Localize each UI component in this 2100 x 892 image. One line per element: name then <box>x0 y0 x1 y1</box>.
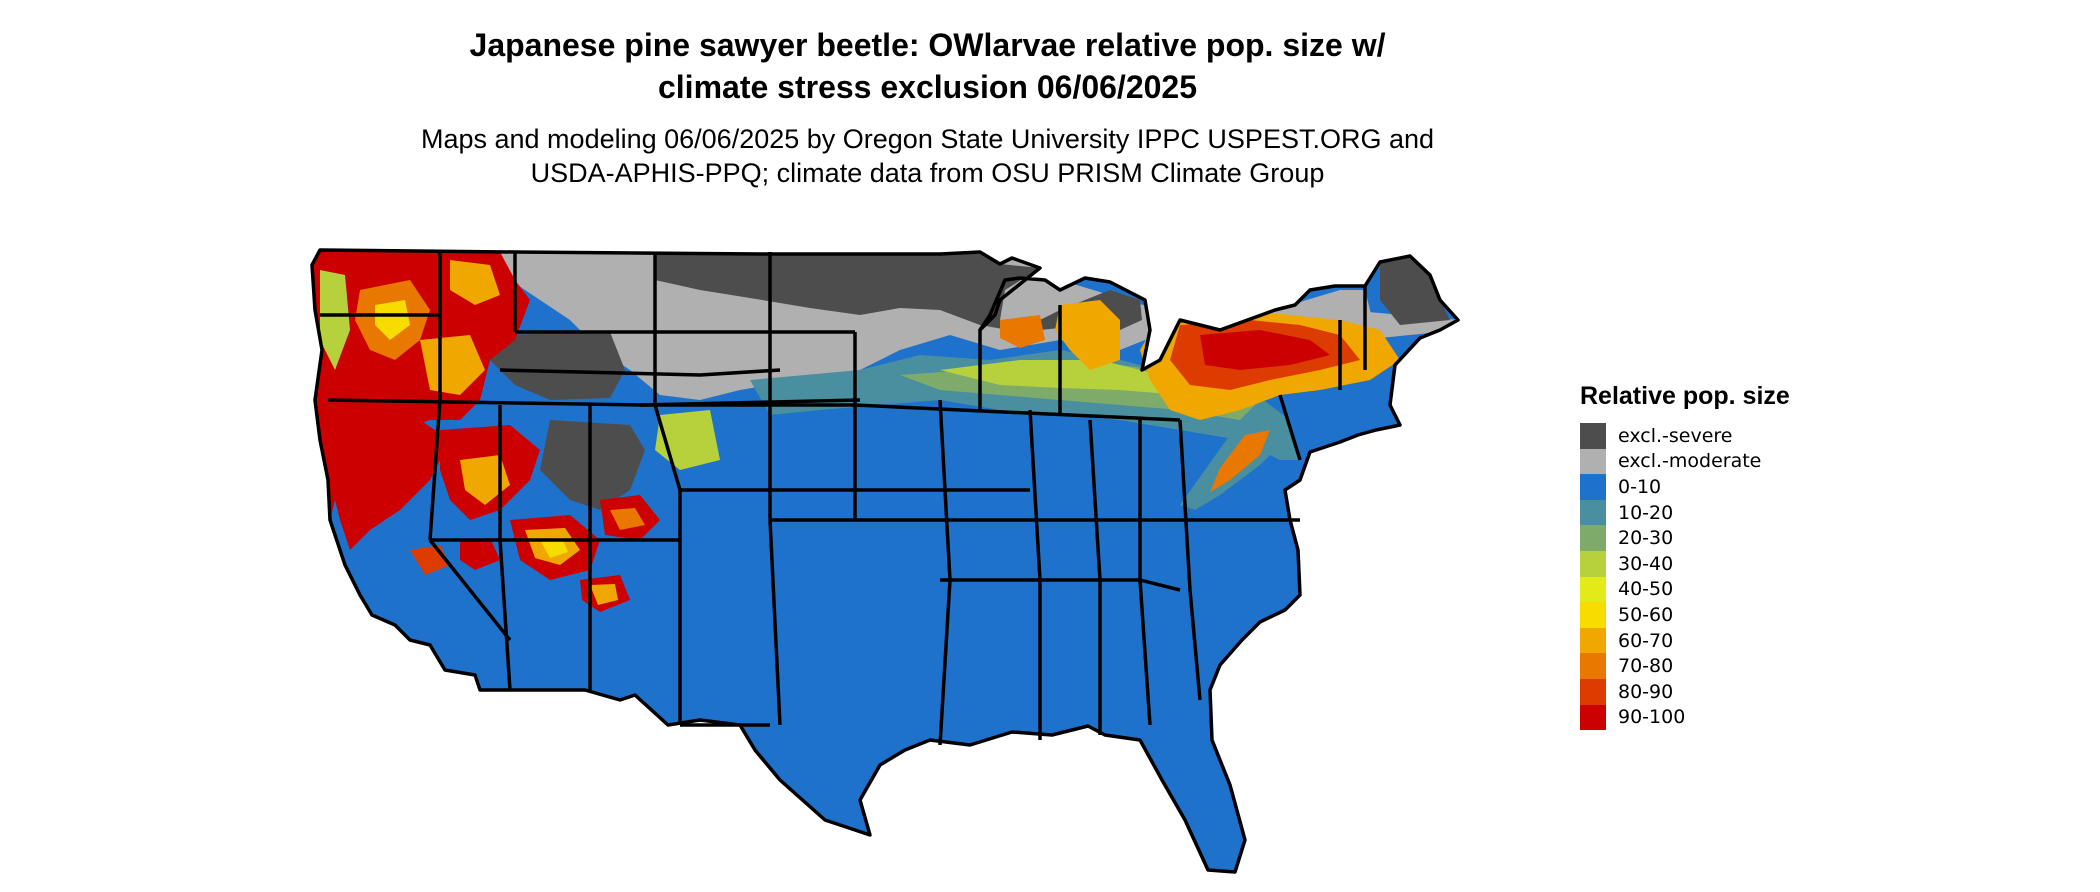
legend-swatch <box>1580 448 1606 475</box>
legend-items: excl.-severe excl.-moderate 0-10 10-20 20-30… <box>1580 423 1790 731</box>
legend-title: Relative pop. size <box>1580 382 1790 410</box>
legend-swatch <box>1580 678 1606 705</box>
legend-label: 80-90 <box>1618 680 1674 703</box>
legend: Relative pop. size excl.-severe excl.-mod… <box>1580 382 1790 731</box>
legend-swatch <box>1580 627 1606 654</box>
title-line-2: climate stress exclusion 06/06/2025 <box>657 69 1197 105</box>
legend-label: 20-30 <box>1618 527 1674 550</box>
legend-item: 50-60 <box>1580 602 1790 628</box>
legend-swatch <box>1580 653 1606 679</box>
legend-label: 90-100 <box>1618 706 1686 729</box>
legend-label: 30-40 <box>1618 552 1674 575</box>
legend-item: 40-50 <box>1580 576 1790 603</box>
legend-label: 40-50 <box>1618 578 1674 601</box>
legend-item: 20-30 <box>1580 525 1790 551</box>
legend-item: excl.-moderate <box>1580 448 1790 475</box>
legend-label: 0-10 <box>1618 475 1662 498</box>
legend-label: 60-70 <box>1618 629 1674 652</box>
legend-item: 70-80 <box>1580 653 1790 679</box>
map-subtitle: Maps and modeling 06/06/2025 by Oregon S… <box>0 122 1855 190</box>
title-line-1: Japanese pine sawyer beetle: OWlarvae re… <box>469 27 1386 63</box>
legend-item: excl.-severe <box>1580 423 1790 449</box>
legend-item: 10-20 <box>1580 499 1790 526</box>
legend-swatch <box>1580 576 1606 603</box>
legend-label: excl.-severe <box>1618 424 1733 447</box>
legend-item: 60-70 <box>1580 627 1790 654</box>
legend-item: 0-10 <box>1580 474 1790 500</box>
map-title: Japanese pine sawyer beetle: OWlarvae re… <box>0 24 1855 108</box>
legend-item: 90-100 <box>1580 704 1790 731</box>
legend-label: 70-80 <box>1618 655 1674 678</box>
subtitle-line-2: USDA-APHIS-PPQ; climate data from OSU PR… <box>530 158 1325 188</box>
legend-swatch <box>1580 525 1606 551</box>
subtitle-line-1: Maps and modeling 06/06/2025 by Oregon S… <box>420 124 1435 154</box>
legend-swatch <box>1580 602 1606 628</box>
legend-swatch <box>1580 499 1606 526</box>
us-population-map <box>310 248 1460 874</box>
legend-label: 50-60 <box>1618 603 1674 626</box>
legend-swatch <box>1580 550 1606 577</box>
legend-label: excl.-moderate <box>1618 450 1762 473</box>
legend-item: 80-90 <box>1580 678 1790 705</box>
legend-item: 30-40 <box>1580 550 1790 577</box>
legend-label: 10-20 <box>1618 501 1674 524</box>
legend-swatch <box>1580 423 1606 449</box>
legend-swatch <box>1580 704 1606 731</box>
legend-swatch <box>1580 474 1606 500</box>
